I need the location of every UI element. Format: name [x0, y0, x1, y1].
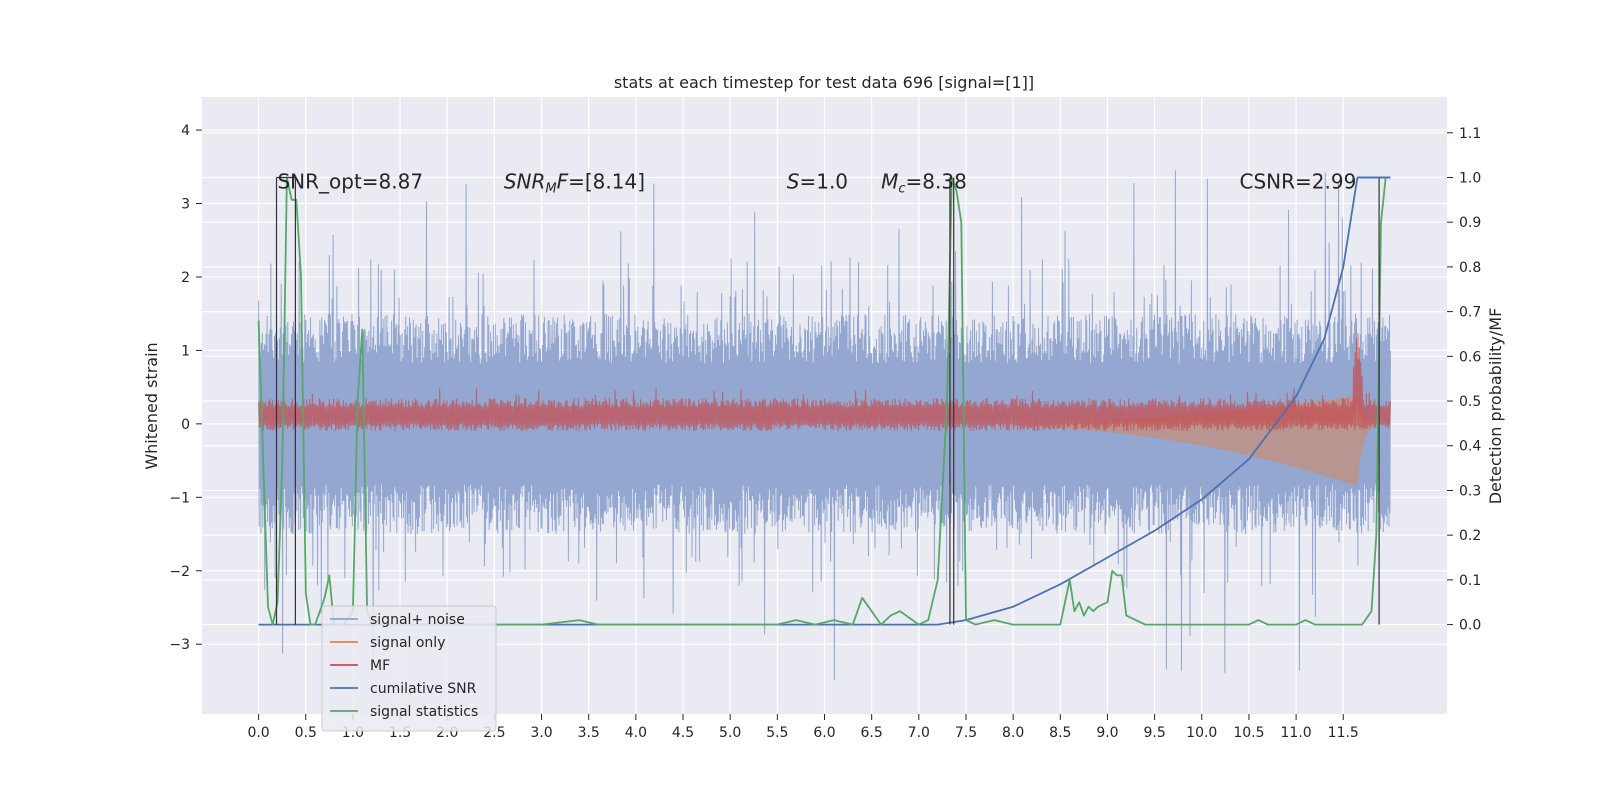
x-tick-label: 11.0	[1281, 725, 1312, 741]
x-tick-label: 0.5	[295, 725, 317, 741]
y-axis-label: Whitened strain	[142, 342, 161, 469]
x-tick-label: 9.5	[1143, 725, 1165, 741]
signal-statistics-line	[257, 176, 1387, 626]
x-tick-label: 6.0	[813, 725, 835, 741]
y-tick-label: −2	[169, 564, 190, 580]
y-tick-label-right: 0.8	[1459, 260, 1481, 276]
y-tick-label-right: 1.1	[1459, 126, 1481, 142]
legend: signal+ noise signal only MF cumilative SNR…	[321, 605, 497, 732]
x-tick-label: 0.0	[247, 725, 269, 741]
x-tick-label: 8.0	[1002, 725, 1024, 741]
x-tick-label: 8.5	[1049, 725, 1071, 741]
x-tick-label: 4.0	[625, 725, 647, 741]
y-tick-label-right: 0.4	[1459, 439, 1481, 455]
x-tick-label: 10.0	[1186, 725, 1217, 741]
y-tick-label-right: 0.5	[1459, 394, 1481, 410]
mf-line	[258, 333, 1391, 432]
y-tick-label: 3	[181, 197, 190, 213]
cumulative-snr-line	[258, 176, 1391, 626]
y-tick-label-right: 0.6	[1459, 349, 1481, 365]
annotation: CSNR=2.99	[1240, 169, 1357, 193]
x-tick-label: 5.5	[766, 725, 788, 741]
x-tick-label: 5.0	[719, 725, 741, 741]
y-tick-label: 4	[181, 123, 190, 139]
x-tick-label: 7.0	[908, 725, 930, 741]
x-tick-label: 3.0	[530, 725, 552, 741]
legend-box	[321, 605, 497, 732]
annotation: Mc=8.38	[881, 169, 967, 196]
y-axis-label-right: Detection probability/MF	[1486, 308, 1505, 505]
legend-label: signal statistics	[370, 704, 478, 720]
legend-label: signal+ noise	[370, 612, 465, 628]
x-tick-label: 11.5	[1328, 725, 1359, 741]
legend-label: signal only	[370, 635, 445, 651]
x-tick-label: 6.5	[861, 725, 883, 741]
annotation: S=1.0	[787, 169, 848, 193]
y-tick-label-right: 0.0	[1459, 618, 1481, 634]
x-tick-label: 4.5	[672, 725, 694, 741]
y-tick-label-right: 1.0	[1459, 170, 1481, 186]
x-tick-label: 7.5	[955, 725, 977, 741]
x-tick-label: 3.5	[578, 725, 600, 741]
y-tick-label-right: 0.3	[1459, 483, 1481, 499]
y-tick-label: 1	[181, 343, 190, 359]
y-tick-label-right: 0.2	[1459, 528, 1481, 544]
y-tick-label-right: 0.1	[1459, 573, 1481, 589]
chart-title: stats at each timestep for test data 696…	[614, 73, 1034, 92]
y-tick-label: 0	[181, 417, 190, 433]
y-tick-label-right: 0.9	[1459, 215, 1481, 231]
legend-label: MF	[370, 658, 390, 674]
y-tick-label: 2	[181, 270, 190, 286]
legend-label: cumilative SNR	[370, 681, 477, 697]
y-tick-label-right: 0.7	[1459, 305, 1481, 321]
annotation: SNRMF=[8.14]	[504, 169, 645, 196]
y-tick-label: −3	[169, 637, 190, 653]
signal-noise-line	[258, 170, 1391, 680]
x-tick-label: 9.0	[1096, 725, 1118, 741]
x-tick-label: 10.5	[1233, 725, 1264, 741]
annotation: SNR_opt=8.87	[277, 169, 423, 193]
y-tick-label: −1	[169, 490, 190, 506]
